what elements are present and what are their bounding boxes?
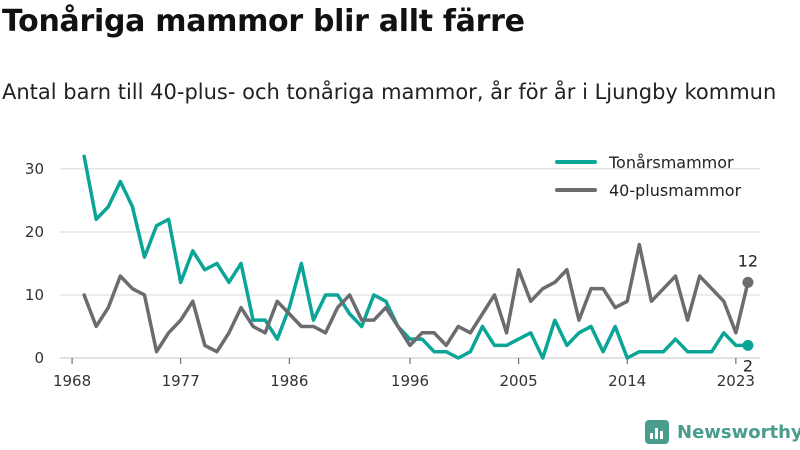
chart-subtitle: Antal barn till 40-plus- och tonåriga ma… <box>2 80 777 104</box>
end-value-label: 12 <box>738 251 758 270</box>
legend-label-teenage-mothers: Tonårsmammor <box>609 152 734 172</box>
legend-item-40plus-mothers: 40-plusmammor <box>555 176 741 204</box>
y-tick-label: 0 <box>34 349 44 367</box>
legend-label-40plus-mothers: 40-plusmammor <box>609 180 742 200</box>
x-tick-label: 2005 <box>500 372 538 390</box>
x-tick-label: 1977 <box>162 372 200 390</box>
x-tick-label: 1996 <box>391 372 429 390</box>
y-tick-label: 20 <box>25 223 44 241</box>
series-line-40plus-mothers <box>82 242 750 354</box>
y-axis-ticks: 0 10 20 30 <box>25 160 44 367</box>
end-point-marker <box>742 339 754 351</box>
end-point-marker <box>742 276 754 288</box>
x-tick-label: 2023 <box>717 372 755 390</box>
chart-title: Tonåriga mammor blir allt färre <box>2 4 525 39</box>
legend-swatch-40plus-mothers <box>555 188 597 192</box>
series-lines <box>82 154 750 360</box>
end-markers: 12 2 <box>738 251 758 375</box>
brand-name: Newsworthy <box>677 421 800 443</box>
brand-logo: Newsworthy <box>645 420 800 444</box>
bar-chart-logo-icon <box>645 420 669 444</box>
y-tick-label: 10 <box>25 286 44 304</box>
legend-swatch-teenage-mothers <box>555 160 597 164</box>
x-tick-label: 2014 <box>608 372 646 390</box>
legend: Tonårsmammor 40-plusmammor <box>555 148 741 204</box>
y-tick-label: 30 <box>25 160 44 178</box>
x-axis-ticks: 1968 1977 1986 1996 2005 2014 2023 <box>53 358 755 390</box>
x-tick-label: 1968 <box>53 372 91 390</box>
end-value-label: 2 <box>743 356 753 375</box>
legend-item-teenage-mothers: Tonårsmammor <box>555 148 741 176</box>
x-tick-label: 1986 <box>270 372 308 390</box>
